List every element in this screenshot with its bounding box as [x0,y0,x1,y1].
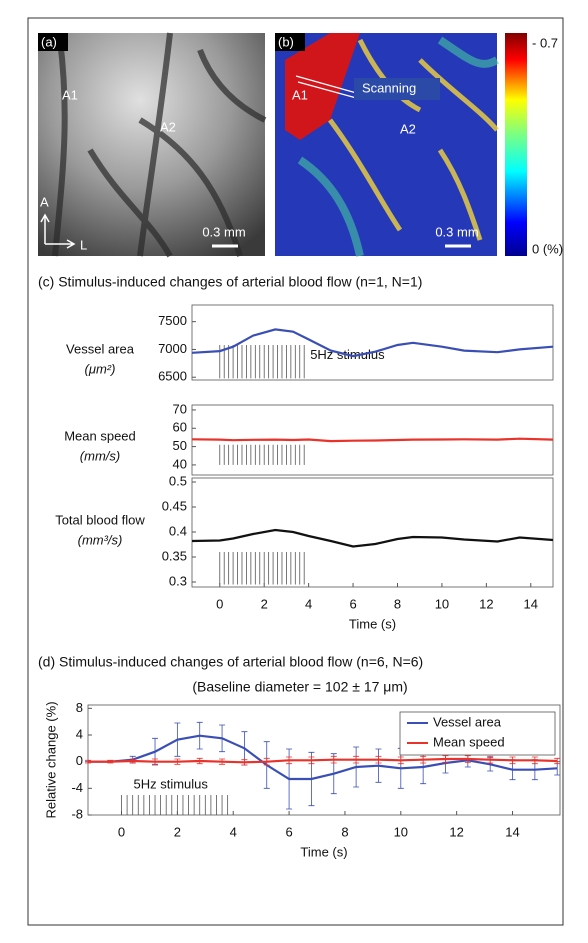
y-tick-label: 40 [173,456,187,471]
y-tick-label: 70 [173,401,187,416]
x-tick-label: 6 [285,824,292,839]
y-axis-unit: (mm³/s) [78,532,123,547]
panel-label: (b) [278,34,294,49]
x-tick-label: 4 [305,596,312,611]
y-tick-label: 0 [76,753,83,768]
panel-a: (a) A1 A2 A L 0.3 mm [38,32,267,258]
x-tick-label: 14 [505,824,519,839]
scale-label: 0.3 mm [202,224,245,239]
y-tick-label: -4 [71,780,83,795]
figure-border [27,17,564,926]
data-line [191,328,554,358]
x-tick-label: 10 [435,596,449,611]
legend-label: Vessel area [433,714,502,729]
data-line [191,437,554,443]
y-tick-label: 4 [76,726,83,741]
colorbar [505,33,527,256]
x-tick-label: 10 [394,824,408,839]
label-box [38,33,68,51]
stimulus-label: 5Hz stimulus [134,776,209,791]
data-line [88,734,558,781]
y-tick-label: 0.5 [169,473,187,488]
y-tick-label: 0.4 [169,523,187,538]
colorbar-label: - 0.7 [532,35,558,50]
x-axis-label: Time (s) [349,616,396,631]
y-tick-label: 7000 [158,341,187,356]
site-label: A2 [400,121,416,136]
legend-box [399,711,556,756]
vessels [52,32,267,258]
label-box [275,33,305,51]
x-tick-label: 12 [449,824,463,839]
y-axis-label: Total blood flow [55,512,145,527]
scale-label: 0.3 mm [435,224,478,239]
y-tick-label: 0.45 [162,498,187,513]
orientation-arrows [40,213,76,249]
flow-map-region [285,33,360,140]
y-tick-label: 8 [76,700,83,715]
chart-title: (d) Stimulus-induced changes of arterial… [38,654,423,670]
y-tick-label: 6500 [158,369,187,384]
x-tick-label: 8 [394,596,401,611]
x-tick-label: 6 [349,596,356,611]
orientation-label: A [40,194,49,209]
scan-lines [295,75,361,100]
y-axis-label: Relative change (%) [43,701,58,818]
y-tick-label: 0.3 [169,573,187,588]
y-tick-label: -8 [71,806,83,821]
x-tick-label: 12 [479,596,493,611]
x-tick-label: 0 [216,596,223,611]
data-line [88,757,558,764]
panel-label: (a) [41,34,57,49]
y-axis-label: Vessel area [66,341,135,356]
colorbar-label: 0 (%) [532,241,563,256]
scan-label: Scanning [362,80,416,95]
legend-label: Mean speed [433,734,505,749]
chart-title: (c) Stimulus-induced changes of arterial… [38,274,422,290]
site-label: A1 [62,87,78,102]
data-line [191,528,554,548]
error-bar [554,757,561,765]
y-tick-label: 7500 [158,313,187,328]
y-tick-label: 50 [173,438,187,453]
y-axis-unit: (mm/s) [80,448,120,463]
y-tick-label: 60 [173,420,187,435]
chart-subtitle: (Baseline diameter = 102 ± 17 μm) [192,679,407,695]
x-axis-label: Time (s) [300,844,347,859]
x-tick-label: 2 [174,824,181,839]
flow-map-region [327,38,499,241]
scan-box [354,78,440,100]
y-tick-label: 0.35 [162,548,187,563]
y-axis-label: Mean speed [64,428,136,443]
orientation-label: L [80,237,87,252]
panel-b: (b) Scanning A1 A2 0.3 mm - 0.7 0 (%) [275,33,563,257]
flow-map-region [297,36,500,257]
plot-area [191,304,554,381]
x-tick-label: 2 [261,596,268,611]
x-tick-label: 0 [118,824,125,839]
x-tick-label: 14 [524,596,538,611]
site-label: A2 [160,119,176,134]
y-axis-unit: (μm²) [85,361,116,376]
x-tick-label: 8 [341,824,348,839]
site-label: A1 [292,87,308,102]
x-tick-label: 4 [230,824,237,839]
